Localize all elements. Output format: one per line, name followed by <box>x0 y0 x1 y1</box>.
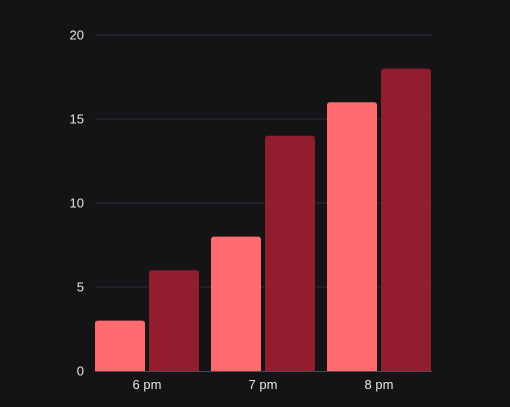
y-tick-label: 5 <box>77 280 84 295</box>
x-tick-label: 6 pm <box>133 377 162 392</box>
bar <box>327 102 377 371</box>
bar <box>265 135 315 371</box>
y-tick-label: 15 <box>70 112 84 127</box>
bar <box>381 68 431 371</box>
y-tick-label: 0 <box>77 364 84 379</box>
bar <box>211 236 261 371</box>
bar <box>95 320 145 371</box>
y-tick-label: 20 <box>70 28 84 43</box>
x-tick-label: 7 pm <box>249 377 278 392</box>
x-tick-label: 8 pm <box>365 377 394 392</box>
y-tick-label: 10 <box>70 196 84 211</box>
bar <box>149 270 199 371</box>
